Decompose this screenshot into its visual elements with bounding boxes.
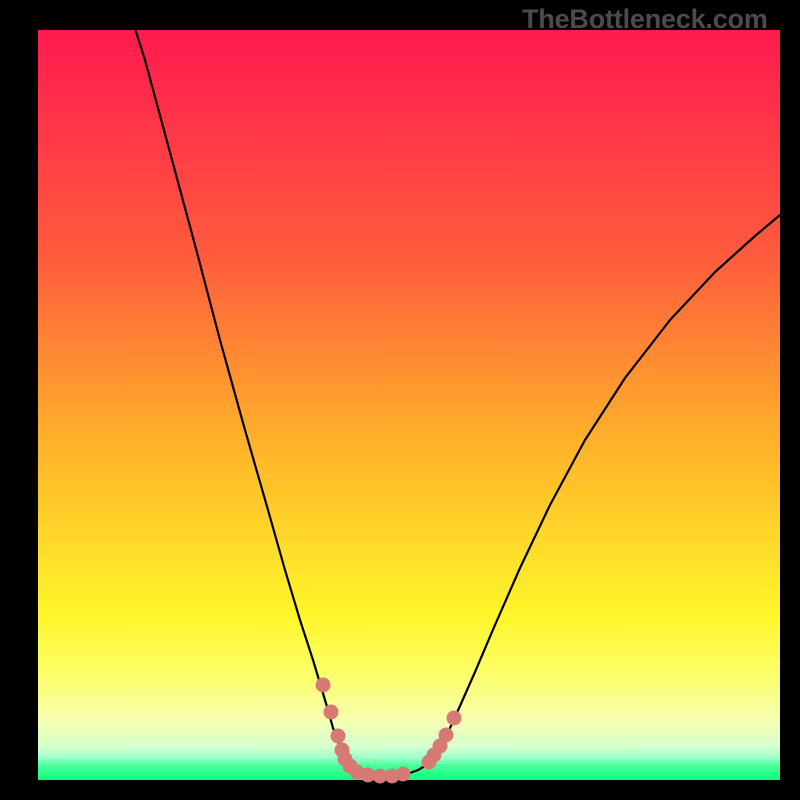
plot-area bbox=[38, 30, 780, 780]
watermark-text: TheBottleneck.com bbox=[522, 4, 768, 35]
chart-container: TheBottleneck.com bbox=[0, 0, 800, 800]
